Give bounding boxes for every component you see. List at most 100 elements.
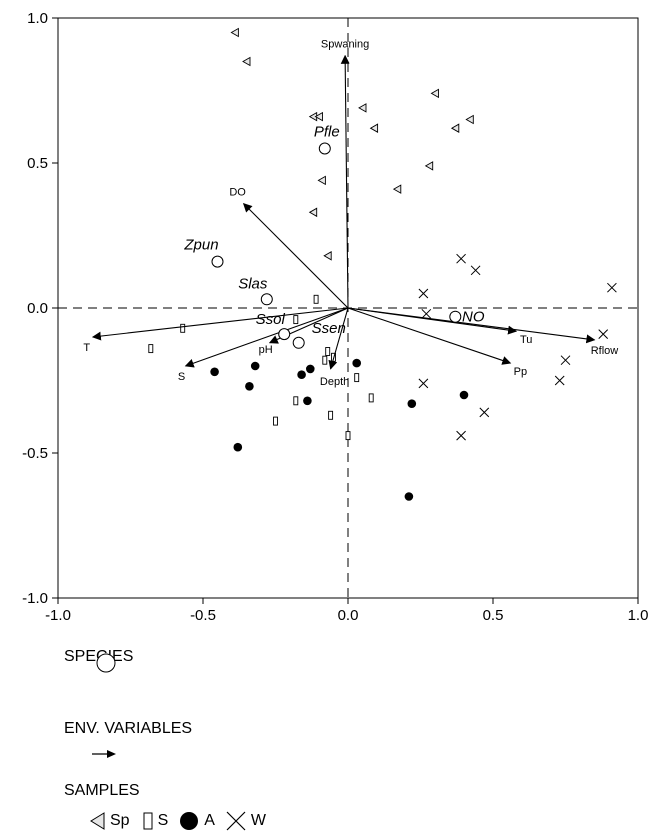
species-label-slas: Slas — [238, 275, 268, 292]
legend-species-circle-icon — [96, 653, 116, 673]
legend-label-w: W — [250, 812, 267, 829]
legend-label-sp: Sp — [110, 812, 130, 829]
sample-a-point — [459, 390, 469, 400]
axis-ticks: -1.0 -0.5 0.0 0.5 1.0 -1.0 -0.5 0.0 0.5 1.0 — [22, 10, 648, 624]
sample-a-point — [297, 370, 306, 380]
sample-s-point — [354, 373, 360, 383]
species-label-no: NO — [462, 309, 485, 326]
env-label-depth: Depth — [320, 376, 349, 388]
env-label-do: DO — [229, 187, 246, 199]
sample-sp-point — [308, 207, 318, 218]
sample-a-point — [352, 358, 362, 368]
sample-a-point — [303, 396, 312, 406]
x-tick-label: -1.0 — [45, 607, 71, 624]
sample-s-point — [322, 355, 328, 365]
x-tick-label: 1.0 — [628, 607, 649, 624]
species-label-ssen: Ssen — [312, 320, 346, 337]
sample-w-point — [456, 430, 466, 441]
env-label-pp: Pp — [514, 366, 527, 378]
y-tick-label: -1.0 — [22, 590, 48, 607]
sample-sp-point — [317, 175, 326, 186]
env-arrow-pp — [347, 307, 512, 365]
y-tick-label: 1.0 — [27, 10, 48, 27]
env-arrow-t — [91, 307, 349, 341]
sample-sp-point — [424, 161, 434, 171]
sample-sp-point — [450, 123, 460, 133]
s-rectangle-icon — [143, 812, 153, 830]
y-tick-label: 0.0 — [27, 300, 48, 317]
sample-sp-point — [358, 103, 367, 113]
env-arrow-do — [242, 202, 349, 309]
ordination-plot: -1.0 -0.5 0.0 0.5 1.0 -1.0 -0.5 0.0 0.5 1.0 Spwan… — [22, 10, 648, 624]
species-point-pfle — [318, 142, 331, 155]
sample-s-point — [313, 294, 319, 304]
sample-s-point — [328, 410, 334, 420]
species-label-zpun: Zpun — [183, 237, 218, 254]
legend-label-a: A — [204, 812, 215, 829]
sample-s-point — [148, 344, 154, 354]
species-label-ssol: Ssol — [256, 311, 286, 328]
sample-sp-point — [230, 27, 239, 38]
sample-sp-point — [465, 114, 474, 125]
sample-sp-point — [430, 88, 439, 99]
sample-sp-point — [314, 111, 323, 122]
sample-s-point — [293, 396, 299, 406]
species-point-slas — [260, 293, 273, 306]
sample-s-point — [180, 323, 186, 333]
sample-sp-point — [392, 184, 402, 194]
env-arrow-depth — [328, 307, 349, 370]
env-variable-arrows: Spwaning DO T SpH Depth Tu Rflow Pp — [83, 39, 618, 388]
sample-points — [148, 27, 617, 501]
sample-sp-point — [369, 123, 379, 133]
sample-w-point — [418, 378, 429, 389]
sample-a-point — [245, 382, 254, 391]
env-label-tu: Tu — [520, 334, 532, 346]
sample-w-point — [470, 265, 481, 276]
sample-w-point — [598, 329, 609, 339]
sample-a-point — [407, 399, 417, 409]
sample-sp-point — [323, 251, 332, 261]
legend-samples-title: SAMPLES — [64, 782, 140, 799]
env-arrow-spwaning — [340, 54, 350, 309]
sample-s-point — [273, 416, 278, 426]
species-points: Pfle Zpun Slas Ssol Ssen NO — [183, 124, 485, 349]
sample-s-point — [368, 393, 374, 403]
y-tick-label: 0.5 — [27, 155, 48, 172]
sample-s-point — [293, 315, 299, 325]
env-label-t: T — [83, 342, 90, 354]
species-point-zpun — [211, 255, 224, 268]
sample-w-point — [456, 253, 466, 264]
y-tick-label: -0.5 — [22, 445, 48, 462]
sample-a-point — [210, 367, 219, 377]
a-filled-circle-icon — [180, 812, 199, 830]
species-point-no — [449, 310, 462, 323]
species-point-ssol — [278, 328, 291, 341]
sample-a-point — [250, 361, 260, 371]
x-tick-label: 0.0 — [338, 607, 359, 624]
env-label-rflow: Rflow — [591, 345, 619, 357]
sample-w-point — [479, 407, 490, 418]
sample-s-point — [345, 431, 351, 441]
env-arrow-rflow — [347, 307, 596, 344]
env-arrow-s — [184, 307, 349, 368]
sample-a-point — [233, 442, 243, 452]
x-tick-label: -0.5 — [190, 607, 216, 624]
sample-w-point — [554, 375, 565, 386]
species-label-pfle: Pfle — [314, 124, 340, 141]
env-label-s: S — [178, 371, 185, 383]
env-label-ph: pH — [259, 344, 273, 356]
x-tick-label: 0.5 — [483, 607, 504, 624]
w-cross-icon — [226, 811, 246, 831]
sample-w-point — [418, 288, 429, 299]
legend-samples-row: Sp S A W — [88, 810, 268, 832]
legend-label-s: S — [157, 812, 169, 829]
sample-w-point — [607, 282, 617, 293]
sp-triangle-icon — [90, 812, 105, 830]
legend-env-title: ENV. VARIABLES — [64, 720, 193, 737]
legend-species-title: SPECIES — [64, 648, 134, 665]
sample-a-point — [306, 364, 315, 374]
sample-w-point — [421, 308, 432, 319]
species-point-ssen — [292, 336, 305, 349]
sample-a-point — [404, 492, 414, 501]
sample-w-point — [560, 355, 571, 366]
